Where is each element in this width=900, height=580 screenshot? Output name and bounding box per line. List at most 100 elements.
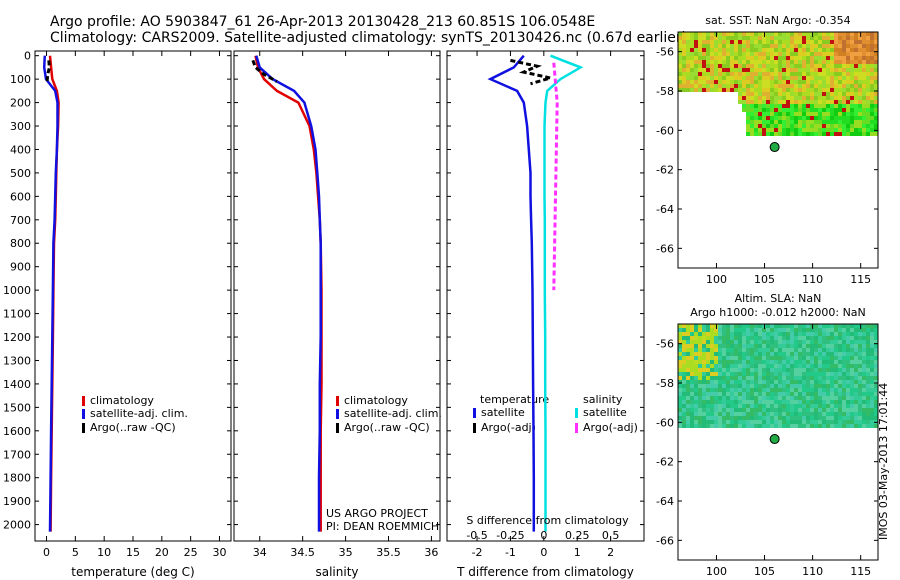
heatmap-cell bbox=[726, 364, 730, 368]
heatmap-cell bbox=[770, 56, 774, 60]
heatmap-cell bbox=[742, 412, 746, 416]
heatmap-cell bbox=[742, 384, 746, 388]
heatmap-cell bbox=[686, 356, 690, 360]
heatmap-cell bbox=[870, 412, 874, 416]
heatmap-cell bbox=[846, 92, 850, 96]
heatmap-cell bbox=[698, 360, 702, 364]
heatmap-cell bbox=[682, 56, 686, 60]
heatmap-cell bbox=[826, 124, 830, 128]
heatmap-cell bbox=[730, 404, 734, 408]
heatmap-cell bbox=[770, 132, 774, 136]
heatmap-cell bbox=[766, 80, 770, 84]
heatmap-cell bbox=[846, 96, 850, 100]
heatmap-cell bbox=[766, 68, 770, 72]
heatmap-cell bbox=[842, 76, 846, 80]
heatmap-cell bbox=[778, 396, 782, 400]
heatmap-cell bbox=[866, 52, 870, 56]
heatmap-cell bbox=[842, 52, 846, 56]
heatmap-cell bbox=[758, 116, 762, 120]
heatmap-cell bbox=[822, 328, 826, 332]
heatmap-cell bbox=[806, 384, 810, 388]
heatmap-cell bbox=[866, 64, 870, 68]
heatmap-cell bbox=[866, 380, 870, 384]
heatmap-cell bbox=[826, 92, 830, 96]
heatmap-cell bbox=[854, 380, 858, 384]
heatmap-cell bbox=[770, 416, 774, 420]
heatmap-cell bbox=[738, 52, 742, 56]
heatmap-cell bbox=[758, 408, 762, 412]
heatmap-cell bbox=[746, 36, 750, 40]
heatmap-cell bbox=[802, 112, 806, 116]
heatmap-cell bbox=[766, 372, 770, 376]
heatmap-cell bbox=[806, 404, 810, 408]
heatmap-cell bbox=[866, 344, 870, 348]
heatmap-cell bbox=[862, 372, 866, 376]
heatmap-cell bbox=[822, 36, 826, 40]
heatmap-cell bbox=[850, 384, 854, 388]
heatmap-cell bbox=[850, 36, 854, 40]
heatmap-cell bbox=[814, 52, 818, 56]
heatmap-cell bbox=[806, 108, 810, 112]
heatmap-cell bbox=[850, 372, 854, 376]
heatmap-cell bbox=[710, 44, 714, 48]
heatmap-cell bbox=[866, 104, 870, 108]
heatmap-cell bbox=[858, 380, 862, 384]
heatmap-cell bbox=[766, 328, 770, 332]
heatmap-cell bbox=[858, 48, 862, 52]
heatmap-cell bbox=[678, 52, 682, 56]
heatmap-cell bbox=[858, 104, 862, 108]
heatmap-cell bbox=[766, 364, 770, 368]
heatmap-cell bbox=[858, 400, 862, 404]
heatmap-cell bbox=[726, 356, 730, 360]
heatmap-cell bbox=[758, 352, 762, 356]
heatmap-cell bbox=[850, 32, 854, 36]
heatmap-cell bbox=[846, 124, 850, 128]
heatmap-cell bbox=[834, 112, 838, 116]
heatmap-cell bbox=[714, 56, 718, 60]
heatmap-cell bbox=[718, 76, 722, 80]
heatmap-cell bbox=[714, 412, 718, 416]
heatmap-cell bbox=[754, 352, 758, 356]
heatmap-cell bbox=[746, 396, 750, 400]
heatmap-cell bbox=[818, 60, 822, 64]
heatmap-cell bbox=[754, 388, 758, 392]
heatmap-cell bbox=[810, 92, 814, 96]
heatmap-cell bbox=[850, 48, 854, 52]
legend-clim-swatch bbox=[82, 396, 85, 406]
heatmap-cell bbox=[678, 416, 682, 420]
heatmap-cell bbox=[870, 372, 874, 376]
heatmap-cell bbox=[750, 108, 754, 112]
heatmap-cell bbox=[798, 56, 802, 60]
heatmap-cell bbox=[682, 372, 686, 376]
heatmap-cell bbox=[810, 108, 814, 112]
heatmap-cell bbox=[834, 332, 838, 336]
heatmap-cell bbox=[714, 384, 718, 388]
heatmap-cell bbox=[742, 68, 746, 72]
x-tick-label-2: 0 bbox=[540, 546, 547, 559]
heatmap-cell bbox=[782, 412, 786, 416]
heatmap-cell bbox=[746, 388, 750, 392]
heatmap-cell bbox=[714, 416, 718, 420]
heatmap-cell bbox=[870, 376, 874, 380]
heatmap-cell bbox=[750, 360, 754, 364]
heatmap-cell bbox=[678, 412, 682, 416]
heatmap-cell bbox=[838, 100, 842, 104]
heatmap-cell bbox=[734, 408, 738, 412]
heatmap-cell bbox=[694, 72, 698, 76]
heatmap-cell bbox=[794, 352, 798, 356]
heatmap-cell bbox=[830, 368, 834, 372]
heatmap-cell bbox=[726, 84, 730, 88]
heatmap-cell bbox=[746, 332, 750, 336]
heatmap-cell bbox=[766, 424, 770, 428]
heatmap-cell bbox=[810, 332, 814, 336]
heatmap-cell bbox=[826, 100, 830, 104]
heatmap-cell bbox=[846, 64, 850, 68]
heatmap-cell bbox=[698, 52, 702, 56]
heatmap-cell bbox=[814, 348, 818, 352]
heatmap-cell bbox=[758, 100, 762, 104]
heatmap-cell bbox=[870, 36, 874, 40]
heatmap-cell bbox=[778, 108, 782, 112]
heatmap-cell bbox=[774, 420, 778, 424]
heatmap-cell bbox=[766, 400, 770, 404]
map-y-tick-label: -56 bbox=[656, 46, 674, 59]
